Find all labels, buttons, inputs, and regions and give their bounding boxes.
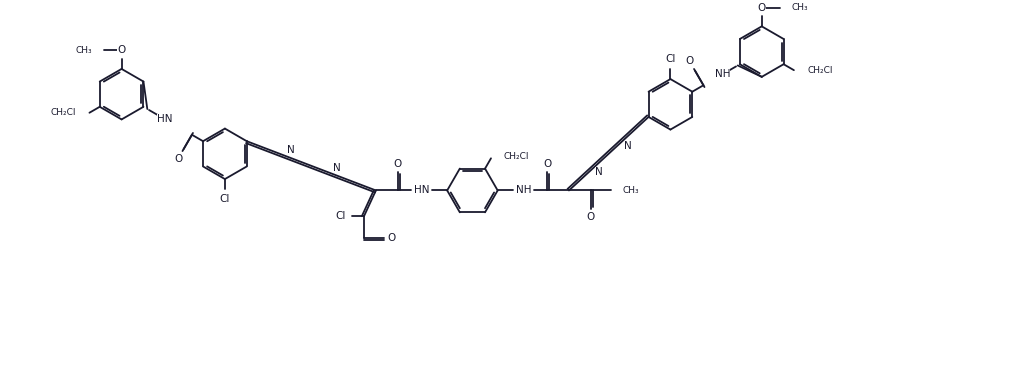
Text: N: N: [333, 163, 341, 173]
Text: NH: NH: [714, 69, 730, 80]
Text: HN: HN: [156, 114, 172, 124]
Text: O: O: [174, 154, 182, 164]
Text: CH₃: CH₃: [623, 186, 639, 195]
Text: Cl: Cl: [335, 211, 346, 221]
Text: N: N: [287, 145, 294, 155]
Text: Cl: Cl: [665, 54, 676, 64]
Text: O: O: [757, 3, 766, 12]
Text: Cl: Cl: [220, 194, 230, 204]
Text: O: O: [393, 159, 401, 169]
Text: O: O: [117, 45, 126, 55]
Text: CH₂Cl: CH₂Cl: [808, 66, 833, 75]
Text: CH₂Cl: CH₂Cl: [504, 152, 529, 161]
Text: O: O: [543, 159, 552, 169]
Text: NH: NH: [516, 186, 531, 195]
Text: CH₃: CH₃: [75, 46, 92, 55]
Text: HN: HN: [414, 186, 429, 195]
Text: O: O: [388, 233, 396, 243]
Text: CH₃: CH₃: [791, 3, 808, 12]
Text: N: N: [625, 141, 632, 151]
Text: CH₂Cl: CH₂Cl: [50, 108, 75, 117]
Text: O: O: [685, 56, 694, 66]
Text: N: N: [596, 167, 603, 177]
Text: O: O: [587, 212, 595, 222]
